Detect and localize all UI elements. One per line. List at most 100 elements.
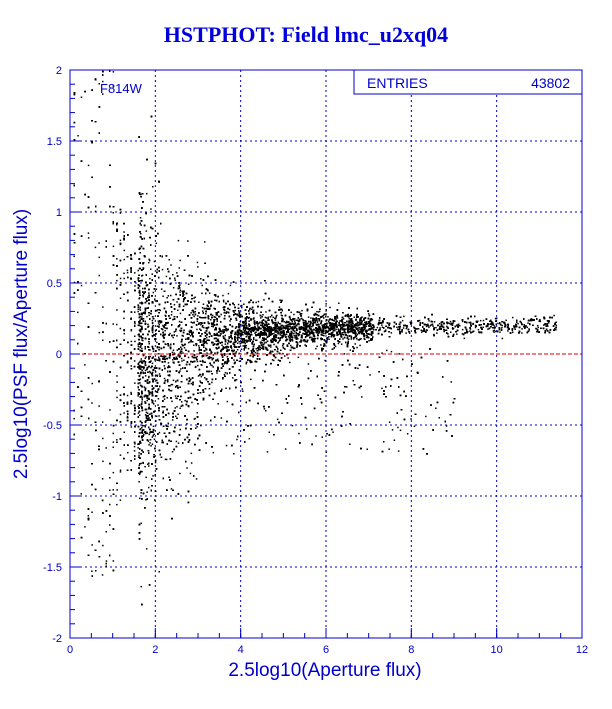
data-point — [514, 325, 516, 327]
data-point — [435, 407, 437, 409]
data-point — [144, 414, 147, 416]
data-point — [228, 336, 230, 338]
data-point — [152, 356, 154, 358]
data-point — [229, 284, 232, 287]
data-point — [140, 337, 143, 339]
data-point — [305, 320, 307, 323]
data-point — [143, 386, 146, 388]
data-point — [349, 329, 352, 331]
data-point — [177, 239, 180, 242]
data-point — [253, 338, 255, 340]
data-point — [358, 321, 360, 324]
data-point — [229, 320, 231, 322]
data-point — [171, 383, 174, 386]
data-point — [116, 279, 118, 282]
data-point — [292, 337, 294, 339]
data-point — [148, 261, 150, 264]
data-point — [327, 316, 329, 318]
data-point — [285, 338, 288, 340]
data-point — [267, 317, 269, 320]
data-point — [200, 424, 202, 427]
data-point — [293, 332, 295, 335]
data-point — [222, 294, 224, 297]
data-point — [241, 388, 244, 390]
data-point — [438, 322, 441, 325]
data-point — [139, 325, 142, 327]
data-point — [425, 325, 428, 328]
data-point — [126, 269, 129, 272]
data-point — [281, 344, 284, 347]
data-point — [172, 349, 175, 351]
data-point — [149, 391, 151, 394]
data-point — [165, 275, 168, 278]
data-point — [431, 321, 434, 323]
data-point — [144, 400, 146, 403]
data-point — [287, 357, 289, 359]
data-point — [450, 323, 452, 326]
data-point — [112, 471, 115, 474]
data-point — [274, 331, 276, 333]
data-point — [146, 397, 148, 399]
data-point — [283, 347, 286, 350]
data-point — [198, 301, 200, 303]
data-point — [283, 355, 286, 357]
data-point — [377, 321, 380, 324]
data-point — [144, 310, 147, 312]
data-point — [182, 305, 185, 307]
data-point — [101, 421, 104, 423]
data-point — [291, 424, 294, 427]
data-point — [365, 329, 368, 331]
data-point — [416, 328, 418, 330]
data-point — [130, 340, 133, 343]
data-point — [173, 352, 176, 354]
data-point — [406, 433, 409, 435]
data-point — [227, 292, 230, 295]
data-point — [381, 387, 383, 390]
data-point — [324, 340, 327, 343]
data-point — [452, 322, 455, 324]
data-point — [160, 288, 163, 290]
data-point — [215, 312, 217, 314]
data-point — [123, 249, 125, 252]
data-point — [130, 318, 132, 320]
data-point — [337, 342, 340, 345]
data-point — [501, 337, 504, 340]
data-point — [158, 324, 160, 326]
data-point — [211, 314, 214, 317]
data-point — [369, 374, 371, 376]
data-point — [272, 340, 275, 342]
data-point — [174, 395, 177, 397]
data-point — [202, 344, 204, 346]
data-point — [102, 80, 104, 83]
data-point — [202, 303, 205, 305]
data-point — [156, 341, 158, 344]
data-point — [251, 352, 253, 355]
data-point — [140, 193, 142, 196]
data-point — [127, 276, 129, 279]
data-point — [352, 332, 354, 334]
data-point — [197, 266, 199, 268]
data-point — [119, 327, 122, 330]
data-point — [141, 431, 144, 433]
data-point — [341, 326, 344, 329]
data-point — [168, 374, 171, 376]
data-point — [156, 374, 159, 377]
data-point — [77, 311, 79, 314]
data-point — [337, 328, 339, 330]
data-point — [140, 492, 142, 494]
data-point — [197, 315, 199, 317]
data-point — [215, 295, 217, 297]
data-point — [405, 327, 408, 330]
data-point — [179, 291, 181, 293]
data-point — [178, 356, 181, 358]
data-point — [222, 332, 224, 334]
data-point — [388, 421, 391, 423]
data-point — [141, 396, 143, 399]
data-point — [336, 331, 338, 333]
data-point — [242, 345, 244, 347]
data-point — [200, 375, 203, 378]
data-point — [249, 307, 251, 310]
data-point — [413, 326, 415, 328]
data-point — [307, 316, 310, 318]
data-point — [410, 418, 412, 420]
